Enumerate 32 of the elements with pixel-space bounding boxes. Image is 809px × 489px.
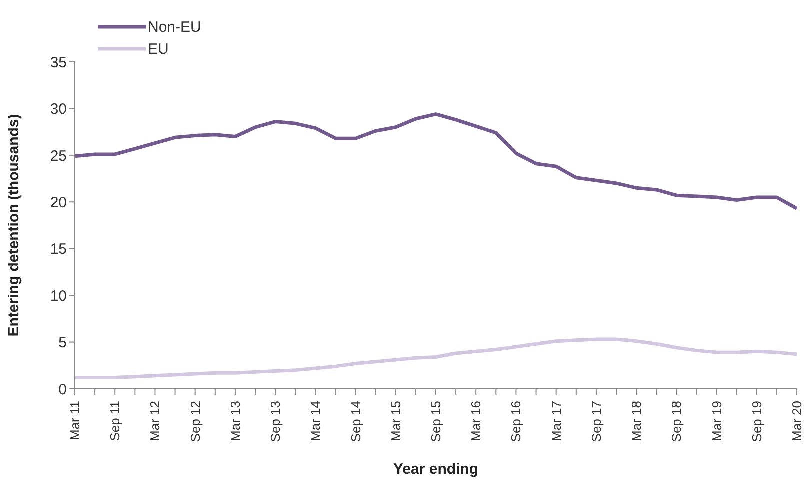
y-tick-label: 10 <box>50 288 67 305</box>
line-series <box>73 112 799 210</box>
x-tick-label: Sep 18 <box>669 401 684 442</box>
x-tick-label: Mar 12 <box>148 401 163 442</box>
x-tick-label: Sep 14 <box>348 401 364 442</box>
line-series <box>73 338 799 380</box>
x-tick-label: Mar 13 <box>228 401 243 442</box>
x-axis-title: Year ending <box>393 461 479 478</box>
x-tick-label: Mar 18 <box>629 401 644 442</box>
x-tick-label: Sep 19 <box>749 401 764 442</box>
x-tick-label: Sep 15 <box>428 401 444 442</box>
x-tick-label: Sep 16 <box>508 401 524 442</box>
y-tick-label: 25 <box>50 148 67 165</box>
x-tick-label: Mar 19 <box>709 401 724 442</box>
x-tick-label: Sep 12 <box>188 401 203 442</box>
x-tick-label: Sep 17 <box>588 401 604 442</box>
x-tick-label: Mar 15 <box>388 401 404 442</box>
y-tick-label: 30 <box>50 101 67 118</box>
y-tick-label: 15 <box>50 241 67 258</box>
legend-label: Non-EU <box>148 18 202 36</box>
y-tick-label: 5 <box>58 334 67 352</box>
legend-label: EU <box>148 40 169 58</box>
x-tick-label: Mar 11 <box>68 401 82 440</box>
y-tick-label: 0 <box>58 381 67 398</box>
x-tick-label: Mar 14 <box>308 401 324 442</box>
y-tick-label: 35 <box>50 54 67 72</box>
x-tick-label: Sep 11 <box>108 401 123 442</box>
x-tick-label: Mar 20 <box>790 401 804 442</box>
x-tick-label: Mar 17 <box>548 401 564 442</box>
y-tick-label: 20 <box>50 194 67 212</box>
x-tick-label: Sep 13 <box>268 401 284 442</box>
x-tick-label: Mar 16 <box>468 401 484 442</box>
